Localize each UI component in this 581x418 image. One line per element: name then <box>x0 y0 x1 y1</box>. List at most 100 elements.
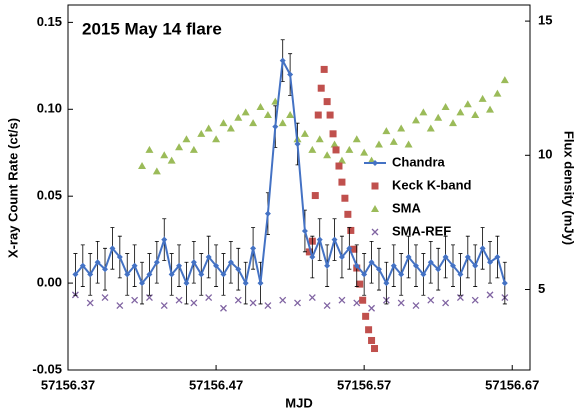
point <box>449 119 457 127</box>
point <box>241 108 250 116</box>
y-tick-label: 0.05 <box>37 188 62 203</box>
point <box>435 266 442 273</box>
point <box>404 140 413 148</box>
y2-tick-label: 15 <box>538 13 552 28</box>
point <box>257 280 264 287</box>
y-tick-label: 0.15 <box>37 14 62 29</box>
x-tick-label: 57156.37 <box>41 377 95 392</box>
legend-marker <box>371 182 379 190</box>
point <box>456 108 465 116</box>
point <box>338 296 346 304</box>
point <box>131 296 139 304</box>
point <box>368 304 376 312</box>
point <box>220 304 227 312</box>
point <box>493 89 502 97</box>
point <box>94 259 101 266</box>
point <box>350 245 358 253</box>
point <box>426 124 435 132</box>
point <box>160 302 168 310</box>
point <box>389 137 398 145</box>
y-tick-label: 0.00 <box>37 275 62 290</box>
point <box>420 271 427 278</box>
x-axis-title: MJD <box>285 395 312 410</box>
point <box>308 294 316 301</box>
point <box>124 271 131 278</box>
point <box>320 65 328 73</box>
point <box>242 280 249 287</box>
legend-label: Keck K-band <box>392 177 472 192</box>
point <box>412 302 420 310</box>
point <box>427 296 435 304</box>
point <box>249 299 257 307</box>
point <box>472 262 479 269</box>
point <box>332 146 340 154</box>
point <box>72 271 79 278</box>
point <box>264 210 271 217</box>
point <box>102 266 109 273</box>
point <box>347 226 355 234</box>
point <box>101 294 109 301</box>
point <box>361 271 368 278</box>
point <box>323 151 332 159</box>
legend-marker <box>371 228 379 236</box>
y-axis-title: X-ray Count Rate (ct/s) <box>5 118 20 258</box>
point <box>486 291 494 299</box>
point <box>175 296 183 304</box>
point <box>234 296 242 304</box>
x-tick-label: 57156.57 <box>337 377 391 392</box>
legend-marker <box>372 160 378 166</box>
point <box>397 124 406 132</box>
point <box>139 280 146 287</box>
point <box>316 236 323 243</box>
point <box>311 192 319 200</box>
point <box>205 254 212 261</box>
point <box>160 151 169 159</box>
point <box>338 254 345 261</box>
plot-frame <box>67 4 531 371</box>
point <box>264 302 272 310</box>
point <box>335 162 343 170</box>
x-tick-label: 57156.47 <box>189 377 243 392</box>
point <box>383 280 390 287</box>
point <box>500 76 509 84</box>
point <box>116 254 123 261</box>
point <box>234 113 243 121</box>
point <box>457 271 464 278</box>
point <box>360 148 369 156</box>
point <box>183 280 190 287</box>
point <box>182 135 191 143</box>
point <box>279 57 286 64</box>
point <box>371 345 379 353</box>
point <box>250 245 257 252</box>
point <box>501 280 508 287</box>
point <box>301 227 308 234</box>
point <box>220 271 227 278</box>
point <box>190 299 198 307</box>
point <box>478 94 487 102</box>
point <box>486 105 495 113</box>
point <box>471 296 479 304</box>
point <box>329 130 337 138</box>
point <box>279 296 287 304</box>
point <box>398 271 405 278</box>
point <box>175 143 184 151</box>
point <box>382 127 391 135</box>
point <box>198 271 205 278</box>
point <box>212 135 221 143</box>
point <box>411 116 420 124</box>
legend-marker <box>371 205 379 212</box>
legend-label: Chandra <box>392 154 446 169</box>
point <box>442 299 450 307</box>
point <box>315 135 324 143</box>
point <box>323 302 331 310</box>
y-tick-label: -0.05 <box>32 361 62 376</box>
point <box>227 259 234 266</box>
point <box>487 259 494 266</box>
point <box>294 299 301 307</box>
chart-title: 2015 May 14 flare <box>82 19 222 38</box>
point <box>479 245 486 252</box>
point <box>153 259 160 266</box>
point <box>109 245 116 252</box>
point <box>337 156 346 164</box>
